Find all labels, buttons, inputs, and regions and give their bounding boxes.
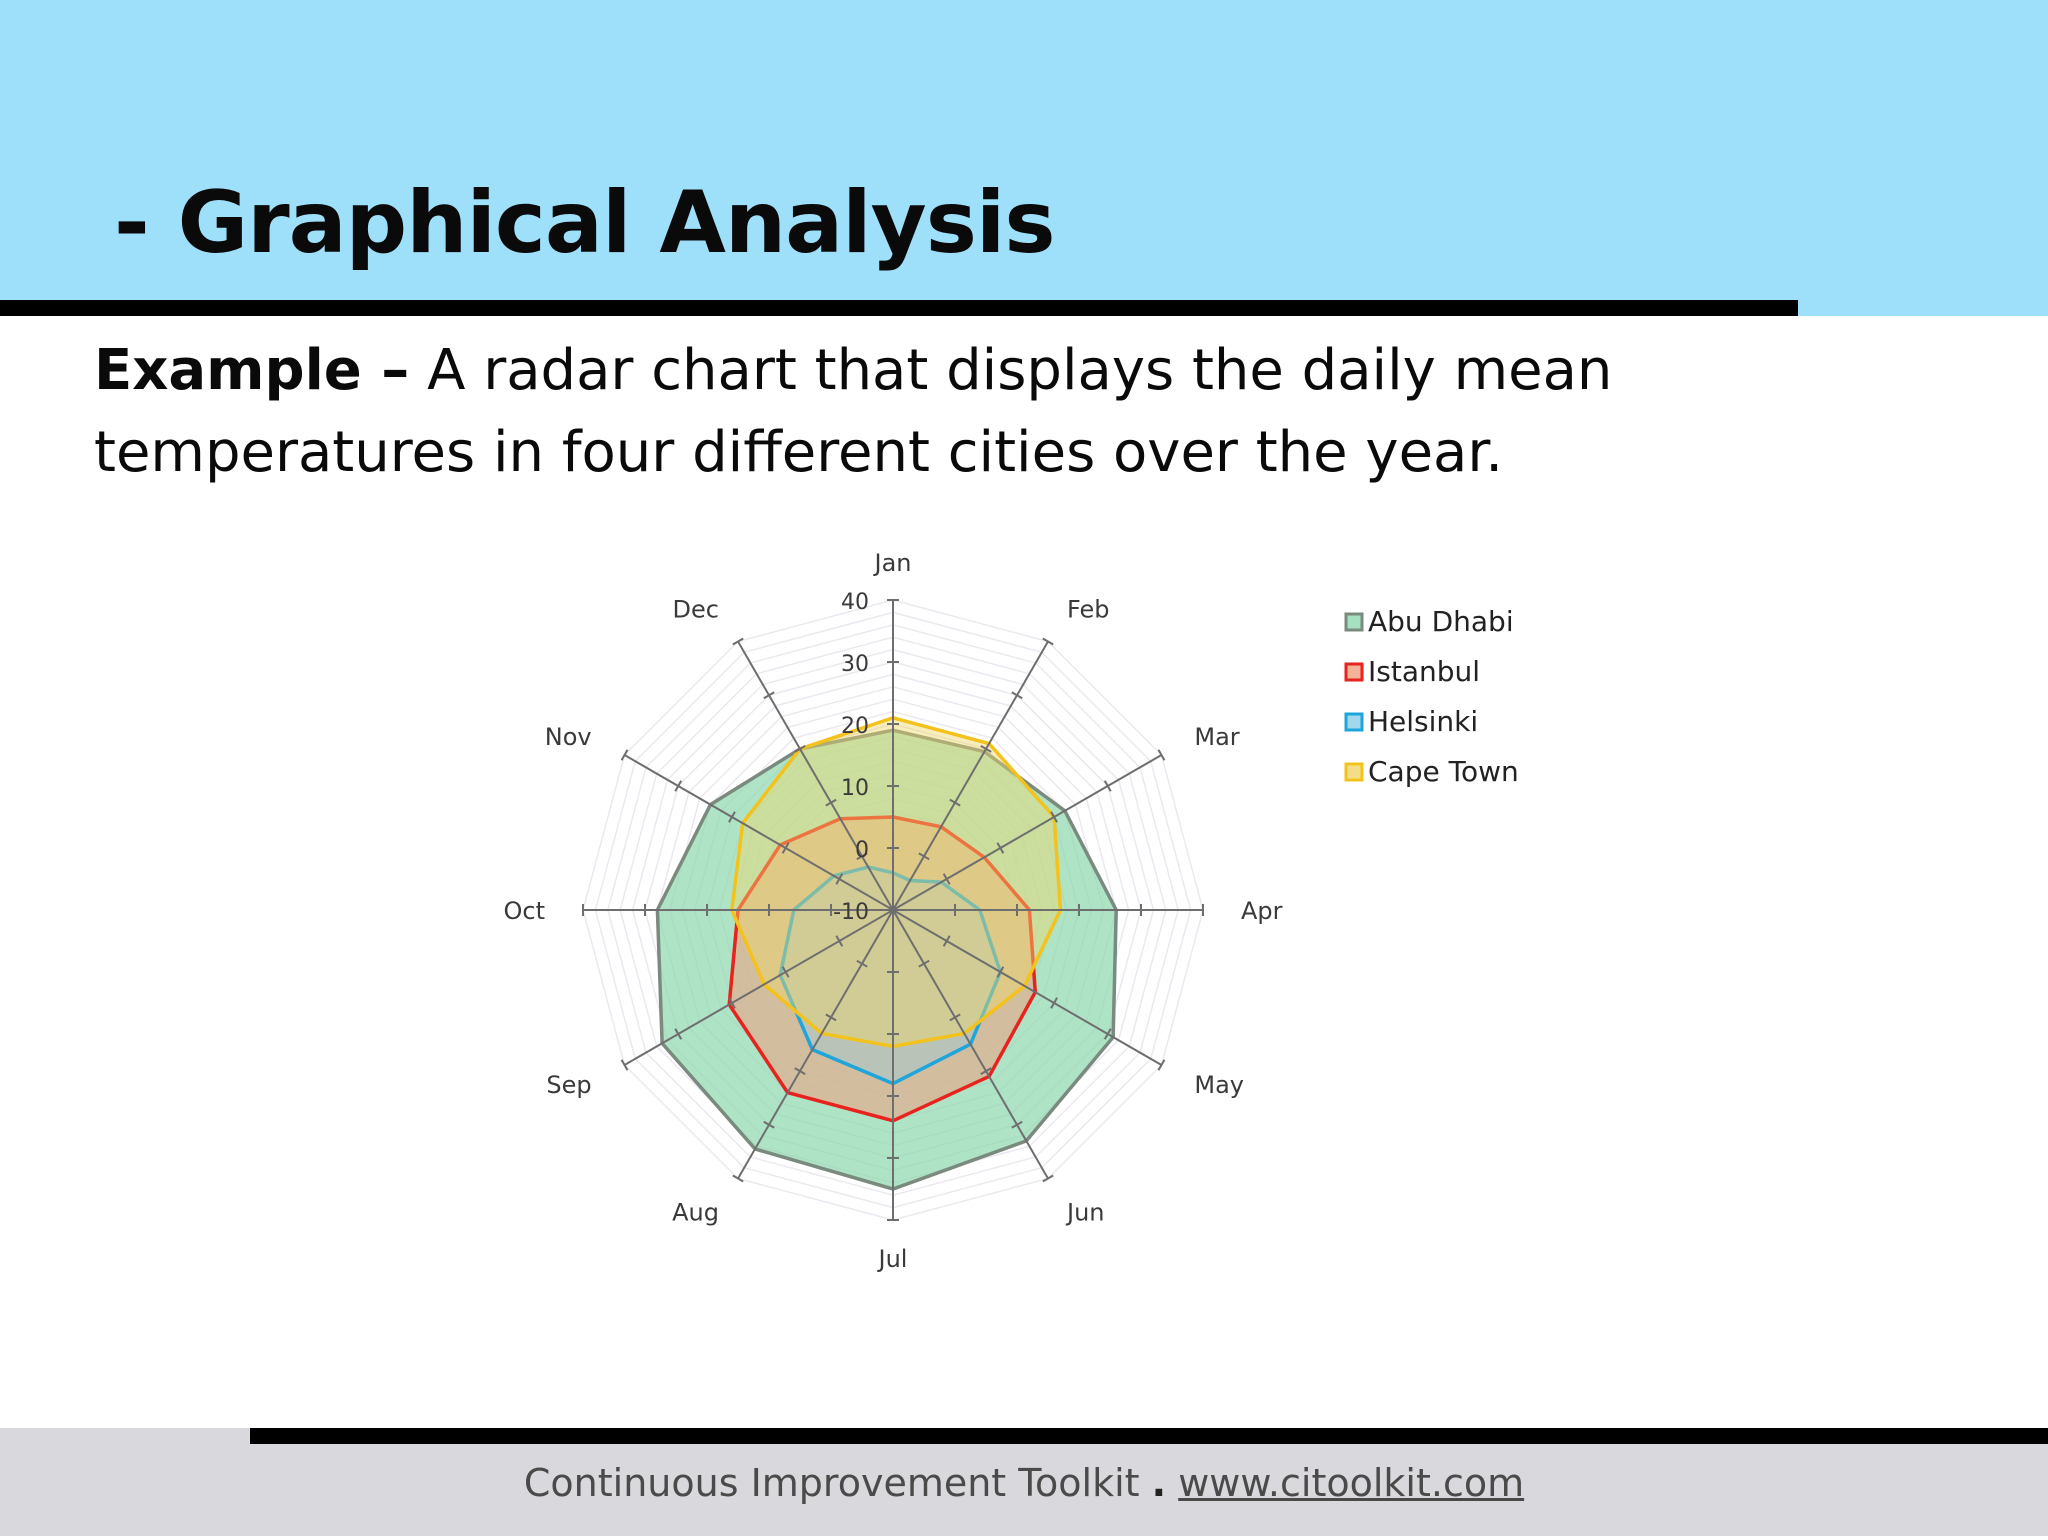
radar-tick-mark — [856, 959, 868, 968]
category-label: Nov — [545, 723, 592, 751]
radial-tick-label: 20 — [841, 714, 869, 739]
footer-toolkit-name: Continuous Improvement Toolkit — [523, 1461, 1140, 1505]
legend-swatch — [1344, 762, 1364, 782]
legend-swatch — [1344, 712, 1364, 732]
radar-tick-mark — [1157, 1059, 1166, 1071]
radar-tick-mark — [949, 798, 961, 807]
category-label: Jun — [1065, 1198, 1105, 1226]
slide-title: - Graphical Analysis — [114, 173, 1056, 273]
radar-tick-mark — [794, 745, 806, 753]
footer: Continuous Improvement Toolkit . www.cit… — [0, 1458, 2048, 1508]
radar-spoke — [892, 909, 1162, 1066]
intro-paragraph: Example – A radar chart that displays th… — [94, 330, 1994, 494]
radar-tick-mark — [728, 997, 736, 1009]
radial-tick-label: -10 — [833, 900, 869, 925]
category-label: Feb — [1067, 596, 1110, 624]
radar-tick-mark — [728, 811, 736, 823]
category-label: Mar — [1194, 723, 1239, 751]
legend-swatch — [1344, 612, 1364, 632]
radar-tick-mark — [763, 1120, 775, 1129]
radar-tick-mark — [674, 1028, 683, 1040]
radar-spoke — [624, 754, 894, 911]
category-label: Jan — [873, 549, 912, 577]
header-band — [0, 0, 2048, 316]
category-label: Oct — [504, 897, 546, 925]
radar-tick-mark — [996, 842, 1005, 854]
radar-spoke — [892, 909, 1049, 1179]
radial-tick-label: 40 — [841, 590, 869, 615]
category-label: Jul — [877, 1245, 908, 1273]
radial-tick-label: 0 — [855, 838, 869, 863]
category-label: Aug — [672, 1198, 719, 1226]
legend-label: Abu Dhabi — [1368, 605, 1514, 638]
radar-tick-mark — [980, 1067, 992, 1075]
category-label: Sep — [546, 1071, 591, 1099]
legend-label: Istanbul — [1368, 655, 1480, 688]
radar-tick-mark — [1103, 780, 1112, 792]
radar-tick-mark — [1042, 637, 1054, 646]
radar-tick-mark — [835, 935, 844, 947]
radar-tick-mark — [942, 935, 951, 947]
title-divider — [0, 300, 1798, 316]
footer-link[interactable]: www.citoolkit.com — [1178, 1461, 1525, 1505]
radar-tick-mark — [794, 1067, 806, 1075]
radar-tick-mark — [856, 852, 868, 861]
radar-tick-mark — [949, 1013, 961, 1022]
radar-tick-mark — [980, 745, 992, 753]
category-label: Apr — [1241, 897, 1283, 925]
radar-tick-mark — [781, 966, 790, 978]
radar-tick-mark — [942, 873, 951, 885]
footer-separator: . — [1151, 1461, 1167, 1505]
radar-tick-mark — [620, 1059, 629, 1071]
radar-tick-mark — [732, 1174, 744, 1183]
category-label: Dec — [673, 596, 719, 624]
radar-tick-mark — [1050, 811, 1058, 823]
intro-text: A radar chart that displays the daily me… — [94, 338, 1613, 485]
radar-spoke — [892, 754, 1162, 911]
radar-tick-mark — [825, 1013, 837, 1022]
radar-spoke — [737, 909, 894, 1179]
radar-tick-mark — [825, 798, 837, 807]
radar-tick-mark — [1050, 997, 1058, 1009]
radar-tick-mark — [674, 780, 683, 792]
radar-tick-mark — [1042, 1174, 1054, 1183]
category-label: May — [1194, 1071, 1244, 1099]
radar-tick-mark — [1011, 1120, 1023, 1129]
legend-label: Helsinki — [1368, 705, 1478, 738]
radar-tick-mark — [835, 873, 844, 885]
radar-spoke — [892, 641, 1049, 911]
radar-tick-mark — [1103, 1028, 1112, 1040]
radar-spoke — [624, 909, 894, 1066]
radial-tick-label: 10 — [841, 776, 869, 801]
radar-tick-mark — [781, 842, 790, 854]
radar-spoke — [737, 641, 894, 911]
legend-label: Cape Town — [1368, 755, 1519, 788]
radar-tick-mark — [918, 852, 930, 861]
radar-tick-mark — [996, 966, 1005, 978]
radar-tick-mark — [1157, 749, 1166, 761]
radar-tick-mark — [763, 691, 775, 700]
radial-tick-label: 30 — [841, 652, 869, 677]
radar-tick-mark — [620, 749, 629, 761]
radar-tick-mark — [1011, 691, 1023, 700]
footer-band — [0, 1428, 2048, 1536]
intro-lead: Example – — [94, 338, 410, 403]
legend-swatch — [1344, 662, 1364, 682]
radar-tick-mark — [918, 959, 930, 968]
footer-divider — [250, 1428, 2048, 1444]
radar-tick-mark — [732, 637, 744, 646]
